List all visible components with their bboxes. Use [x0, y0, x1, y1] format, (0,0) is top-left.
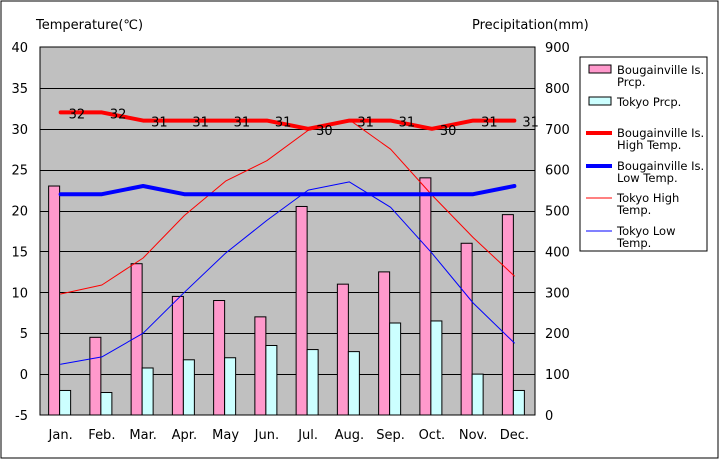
- legend-label: Tokyo High: [616, 191, 679, 205]
- left-tick-label: 0: [20, 368, 28, 383]
- bar-tokyo_prcp-2: [141, 367, 154, 416]
- legend-label: Prcp.: [617, 75, 646, 89]
- right-tick-label: 600: [545, 164, 570, 179]
- x-tick-label: Mar.: [129, 428, 156, 443]
- bar-layer: [48, 177, 525, 416]
- legend-label: Tokyo Low: [616, 224, 676, 238]
- x-tick-label: Sep.: [376, 428, 405, 443]
- x-tick-label: May: [212, 428, 239, 443]
- data-label: 31: [234, 116, 251, 131]
- left-axis-title: Temperature(℃): [35, 18, 143, 33]
- right-tick-label: 700: [545, 123, 570, 138]
- bar-tokyo_prcp-7: [347, 351, 360, 416]
- bar-bougainville_prcp-11: [501, 214, 514, 416]
- x-tick-label: Jun.: [254, 428, 279, 443]
- bar-bougainville_prcp-9: [419, 177, 432, 416]
- plot-border: [39, 46, 536, 416]
- bar-tokyo_prcp-10: [471, 373, 484, 416]
- bar-tokyo_prcp-0: [59, 389, 72, 416]
- line-tokyo_high: [60, 119, 515, 295]
- data-label: 31: [357, 116, 374, 131]
- bar-bougainville_prcp-0: [48, 185, 61, 416]
- line-bougainville_low: [58, 184, 517, 197]
- data-label: 31: [192, 116, 209, 131]
- left-tick-label: 25: [11, 164, 28, 179]
- data-label: 31: [275, 116, 292, 131]
- x-tick-label: Aug.: [335, 428, 365, 443]
- left-tick-label: 5: [20, 327, 28, 342]
- data-label: 30: [440, 124, 457, 139]
- data-label: 31: [151, 116, 168, 131]
- x-tick-label: Dec.: [500, 428, 529, 443]
- bar-tokyo_prcp-11: [512, 389, 525, 416]
- plot-area: [40, 47, 535, 415]
- left-tick-label: 15: [11, 245, 28, 260]
- data-label: 31: [481, 116, 498, 131]
- bar-tokyo_prcp-4: [224, 357, 237, 416]
- right-axis-title: Precipitation(mm): [472, 18, 589, 33]
- bar-bougainville_prcp-1: [89, 336, 102, 416]
- bar-tokyo_prcp-3: [182, 359, 195, 416]
- left-tick-label: 35: [11, 82, 28, 97]
- line-bougainville_high: [58, 110, 517, 131]
- legend-swatch-bougainville_prcp: [588, 64, 612, 74]
- left-tick-label: 40: [11, 41, 28, 56]
- line-tokyo_low: [60, 181, 515, 365]
- legend-label: Bougainville Is.: [617, 63, 704, 77]
- right-tick-label: 500: [545, 205, 570, 220]
- legend-label: Tokyo Prcp.: [616, 95, 681, 109]
- x-tick-label: Feb.: [88, 428, 115, 443]
- bar-tokyo_prcp-5: [265, 344, 278, 416]
- bar-bougainville_prcp-6: [295, 205, 308, 416]
- right-tick-label: 200: [545, 327, 570, 342]
- left-tick-label: -5: [15, 409, 28, 424]
- bar-bougainville_prcp-7: [336, 283, 349, 416]
- legend-label: Temp.: [616, 236, 651, 250]
- x-tick-label: Nov.: [459, 428, 488, 443]
- x-tick-label: Apr.: [172, 428, 197, 443]
- data-label: 32: [110, 107, 127, 122]
- x-tick-label: Oct.: [419, 428, 446, 443]
- bar-bougainville_prcp-4: [213, 300, 226, 416]
- bar-tokyo_prcp-8: [389, 322, 402, 416]
- right-tick-label: 800: [545, 82, 570, 97]
- right-tick-label: 100: [545, 368, 570, 383]
- legend: Bougainville Is.Prcp.Tokyo Prcp.Bougainv…: [579, 56, 708, 252]
- bar-tokyo_prcp-9: [430, 320, 443, 416]
- legend-label: Low Temp.: [617, 171, 678, 185]
- legend-swatch-tokyo_prcp: [588, 96, 612, 106]
- data-label: 32: [69, 107, 86, 122]
- bar-bougainville_prcp-8: [378, 271, 391, 416]
- left-tick-label: 30: [11, 123, 28, 138]
- left-tick-label: 10: [11, 286, 28, 301]
- bar-tokyo_prcp-6: [306, 349, 319, 416]
- x-tick-label: Jan.: [48, 428, 73, 443]
- bar-bougainville_prcp-3: [171, 295, 184, 416]
- legend-label: Temp.: [616, 203, 651, 217]
- line-layer: [58, 110, 517, 365]
- x-tick-label: Jul.: [297, 428, 318, 443]
- left-tick-label: 20: [11, 205, 28, 220]
- bar-bougainville_prcp-5: [254, 316, 267, 416]
- legend-box: [579, 56, 708, 252]
- right-tick-label: 0: [545, 409, 553, 424]
- data-label-layer: 32 32 31 31 31 31 30 31 31 30 31 31: [69, 107, 539, 138]
- axes: -505101520253035400100200300400500600700…: [11, 41, 569, 443]
- right-tick-label: 300: [545, 286, 570, 301]
- legend-label: Bougainville Is.: [617, 159, 704, 173]
- legend-label: Bougainville Is.: [617, 126, 704, 140]
- data-label: 30: [316, 124, 333, 139]
- gridlines: [40, 88, 535, 375]
- bar-bougainville_prcp-10: [460, 242, 473, 416]
- bar-tokyo_prcp-1: [100, 392, 113, 416]
- data-label: 31: [522, 116, 539, 131]
- right-tick-label: 900: [545, 41, 570, 56]
- data-label: 31: [399, 116, 416, 131]
- right-tick-label: 400: [545, 245, 570, 260]
- legend-label: High Temp.: [617, 138, 681, 152]
